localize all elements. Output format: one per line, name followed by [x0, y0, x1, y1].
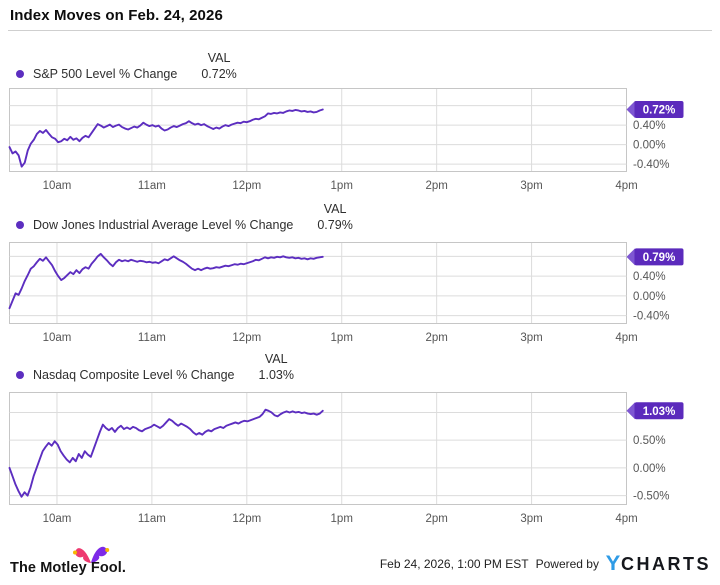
legend-dow: Dow Jones Industrial Average Level % Cha…: [16, 201, 353, 233]
title-divider: [8, 30, 712, 31]
motley-fool-logo: The Motley Fool.: [10, 545, 130, 579]
y-axis-label: 0.40%: [633, 120, 666, 132]
y-axis-label: -0.50%: [633, 491, 669, 503]
jester-hat-icon: [73, 546, 110, 563]
val-header: VAL: [207, 51, 231, 65]
x-axis-label: 4pm: [615, 513, 637, 525]
x-axis-label: 11am: [138, 332, 166, 344]
motley-fool-wordmark: The Motley Fool.: [10, 560, 126, 576]
series-label: S&P 500 Level % Change: [33, 67, 178, 81]
series-line: [8, 252, 324, 310]
legend-val-column: VAL 0.79%: [317, 201, 352, 233]
x-axis-label: 1pm: [331, 332, 353, 344]
series-line: [8, 108, 324, 168]
x-axis-label: 1pm: [331, 513, 353, 525]
x-axis-label: 3pm: [520, 180, 542, 192]
value-badge: [634, 100, 684, 118]
x-axis-label: 10am: [43, 180, 72, 192]
x-axis-label: 12pm: [232, 332, 261, 344]
x-axis-label: 11am: [138, 180, 166, 192]
value-badge-arrow: [626, 248, 635, 266]
x-axis-label: 4pm: [615, 180, 637, 192]
plot-border: [9, 88, 627, 172]
legend-sp500: S&P 500 Level % Change VAL 0.72%: [16, 50, 237, 82]
powered-by-label: Powered by: [535, 556, 599, 571]
series-dot-icon: [16, 70, 24, 78]
value-badge-arrow: [626, 402, 635, 420]
value-badge: [634, 248, 684, 266]
footer-attribution: Feb 24, 2026, 1:00 PM EST Powered by Y C…: [380, 553, 711, 574]
x-axis-label: 2pm: [425, 332, 447, 344]
val-header: VAL: [323, 202, 347, 216]
legend-entry: S&P 500 Level % Change: [16, 67, 177, 82]
legend-val-column: VAL 0.72%: [201, 50, 236, 82]
series-dot-icon: [16, 371, 24, 379]
val-value: 0.72%: [201, 67, 237, 81]
chart-nasdaq: 1.00%0.50%0.00%-0.50%10am11am12pm1pm2pm3…: [8, 392, 684, 525]
x-axis-label: 11am: [138, 513, 166, 525]
y-axis-label: 0.00%: [633, 463, 666, 475]
page-title: Index Moves on Feb. 24, 2026: [10, 7, 223, 24]
y-axis-label: 0.00%: [633, 291, 666, 303]
x-axis-label: 10am: [43, 332, 72, 344]
y-axis-label: 0.50%: [633, 435, 666, 447]
y-axis-label: 0.00%: [633, 140, 666, 152]
ycharts-logo: Y CHARTS: [606, 553, 711, 574]
val-value: 0.79%: [317, 218, 353, 232]
series-dot-icon: [16, 221, 24, 229]
ycharts-wordmark: CHARTS: [621, 553, 711, 574]
x-axis-label: 2pm: [425, 180, 447, 192]
series-label: Nasdaq Composite Level % Change: [33, 368, 235, 382]
y-axis-label: -0.40%: [633, 311, 669, 323]
value-badge-text: 0.79%: [643, 252, 676, 264]
ycharts-y-glyph: Y: [605, 552, 621, 575]
x-axis-label: 12pm: [232, 513, 261, 525]
legend-val-column: VAL 1.03%: [259, 351, 294, 383]
timestamp: Feb 24, 2026, 1:00 PM EST: [379, 556, 529, 571]
x-axis-label: 12pm: [232, 180, 261, 192]
value-badge: [634, 402, 684, 420]
x-axis-label: 1pm: [331, 180, 353, 192]
x-axis-label: 3pm: [520, 513, 542, 525]
series-line: [8, 408, 324, 498]
y-axis-label: -0.40%: [633, 159, 669, 171]
x-axis-label: 4pm: [615, 332, 637, 344]
legend-entry: Nasdaq Composite Level % Change: [16, 368, 235, 383]
value-badge-text: 1.03%: [643, 406, 676, 418]
plot-border: [9, 392, 627, 505]
value-badge-text: 0.72%: [643, 104, 676, 116]
x-axis-label: 2pm: [425, 513, 447, 525]
legend-entry: Dow Jones Industrial Average Level % Cha…: [16, 218, 293, 233]
y-axis-label: 0.40%: [633, 271, 666, 283]
val-value: 1.03%: [258, 368, 294, 382]
series-label: Dow Jones Industrial Average Level % Cha…: [33, 218, 294, 232]
chart-sp500: 0.80%0.40%0.00%-0.40%10am11am12pm1pm2pm3…: [8, 88, 684, 192]
x-axis-label: 3pm: [520, 332, 542, 344]
value-badge-arrow: [626, 100, 635, 118]
chart-dow: 0.80%0.40%0.00%-0.40%10am11am12pm1pm2pm3…: [8, 242, 684, 344]
legend-nasdaq: Nasdaq Composite Level % Change VAL 1.03…: [16, 351, 294, 383]
x-axis-label: 10am: [43, 513, 72, 525]
val-header: VAL: [264, 352, 288, 366]
